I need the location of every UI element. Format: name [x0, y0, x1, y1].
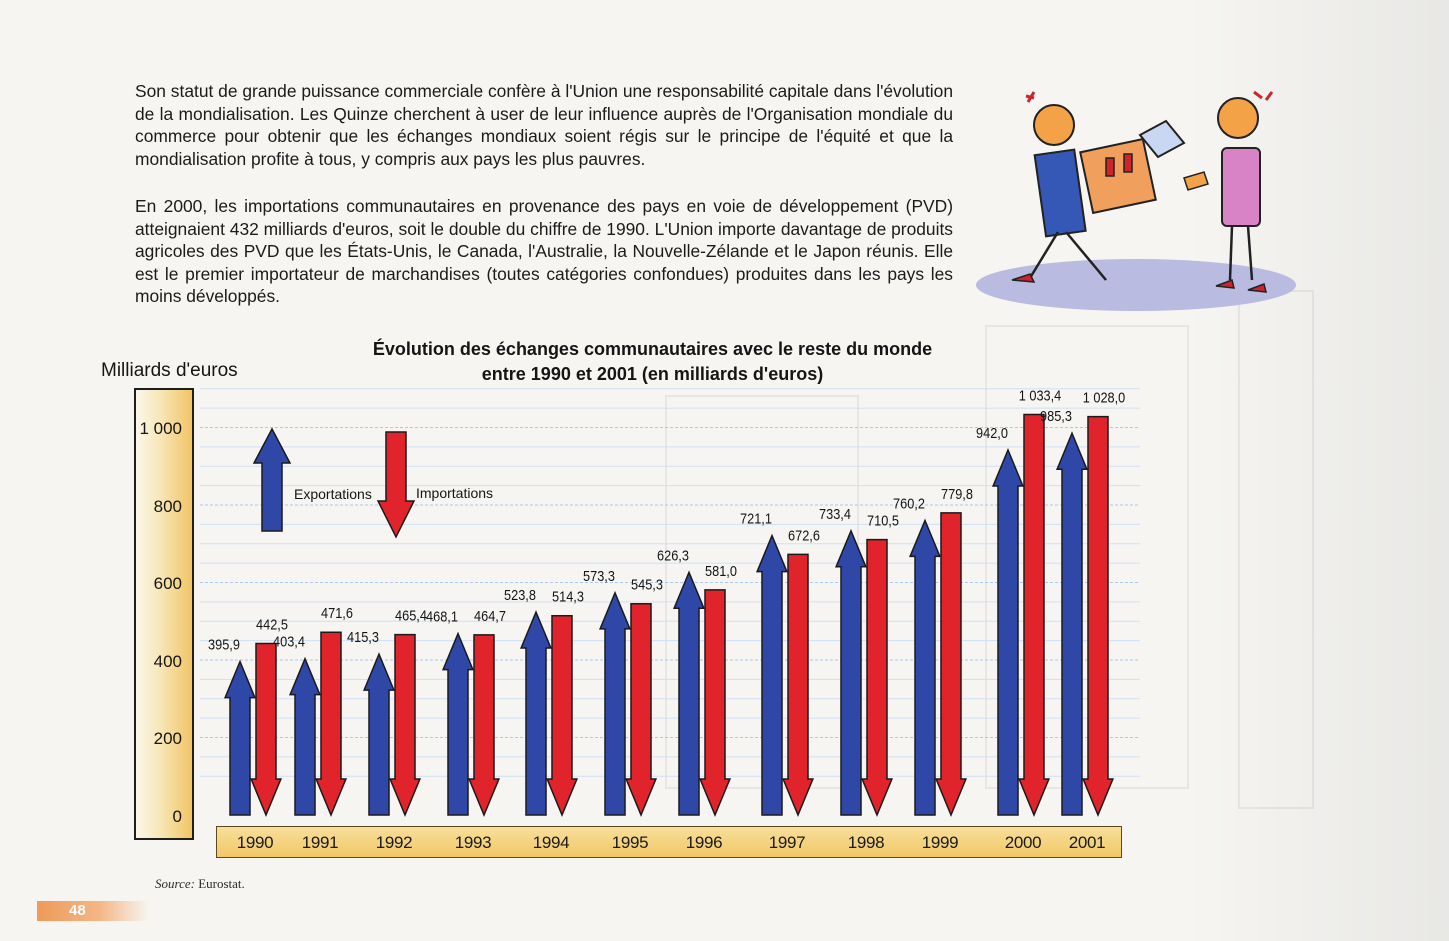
export-arrow [834, 528, 868, 816]
y-tick-label: 400 [153, 652, 182, 671]
import-value-label: 1 033,4 [1019, 387, 1062, 404]
page-number: 48 [69, 902, 86, 919]
export-value-label: 468,1 [426, 608, 458, 625]
import-arrow [545, 614, 579, 817]
export-arrow [441, 631, 475, 816]
legend-import-arrow [376, 431, 416, 539]
import-arrow [1081, 415, 1115, 817]
export-arrow [288, 656, 322, 816]
legend-export-arrow [252, 427, 292, 532]
export-value-label: 523,8 [504, 586, 536, 603]
export-arrow [1055, 431, 1089, 816]
import-value-label: 514,3 [552, 588, 584, 605]
y-tick-label: 0 [172, 807, 182, 826]
x-tick-label: 2000 [1004, 833, 1042, 852]
export-arrow [362, 652, 396, 816]
import-value-label: 1 028,0 [1083, 389, 1126, 406]
trade-illustration [976, 90, 1296, 311]
import-value-label: 464,7 [474, 607, 506, 624]
import-arrow [388, 633, 422, 817]
export-arrow [908, 518, 942, 816]
y-axis-label: Milliards d'euros [101, 360, 238, 381]
intro-paragraph: Son statut de grande puissance commercia… [135, 81, 953, 169]
chart-title-line-1: Évolution des échanges communautaires av… [372, 339, 933, 359]
import-value-label: 779,8 [941, 485, 973, 502]
x-tick-label: 1990 [236, 833, 274, 852]
export-arrow [598, 590, 632, 816]
x-tick-label: 1993 [454, 833, 492, 852]
export-value-label: 760,2 [893, 494, 925, 511]
x-tick-label: 1992 [375, 833, 413, 852]
import-arrow [781, 553, 815, 817]
source-prefix: Source: [155, 876, 195, 891]
export-arrow [755, 533, 789, 816]
export-value-label: 942,0 [976, 424, 1008, 441]
import-value-label: 581,0 [705, 562, 737, 579]
y-tick-label: 1 000 [139, 419, 182, 438]
x-tick-label: 1997 [768, 833, 806, 852]
x-tick-label: 1999 [921, 833, 959, 852]
import-arrow [1017, 413, 1051, 817]
x-tick-label: 1998 [847, 833, 885, 852]
export-value-label: 415,3 [347, 628, 379, 645]
chart-title: Évolution des échanges communautaires av… [340, 337, 965, 387]
import-arrow [249, 642, 283, 817]
x-tick-label: 1995 [611, 833, 649, 852]
y-tick-label: 800 [153, 497, 182, 516]
import-value-label: 465,4 [395, 607, 427, 624]
page-number-tab: 48 [37, 901, 149, 921]
x-axis-year-band: 1990 1991 1992 1993 1994 1995 1996 1997 … [216, 826, 1122, 858]
export-value-label: 985,3 [1040, 407, 1072, 424]
imports-paragraph: En 2000, les importations communautaires… [135, 196, 953, 307]
export-arrow [991, 448, 1025, 816]
y-axis-scale: 0 200 400 600 800 1 000 [134, 388, 194, 840]
export-value-label: 573,3 [583, 567, 615, 584]
import-value-label: 442,5 [256, 616, 288, 633]
chart-title-line-2: entre 1990 et 2001 (en milliards d'euros… [481, 364, 824, 384]
legend-export-label: Exportations [294, 486, 372, 502]
import-arrow [860, 538, 894, 817]
import-arrow [467, 634, 501, 817]
x-tick-label: 2001 [1068, 833, 1106, 852]
source-text: Eurostat. [198, 876, 245, 891]
x-tick-label: 1991 [301, 833, 339, 852]
export-value-label: 395,9 [208, 636, 240, 653]
export-value-label: 733,4 [819, 505, 851, 522]
source-note: Source: Eurostat. [155, 876, 245, 892]
y-tick-label: 200 [153, 729, 182, 748]
y-tick-label: 600 [153, 574, 182, 593]
import-arrow [314, 631, 348, 817]
export-arrow [519, 610, 553, 816]
export-value-label: 721,1 [740, 510, 772, 527]
export-value-label: 626,3 [657, 546, 689, 563]
export-arrow [672, 570, 706, 816]
export-value-label: 403,4 [273, 633, 305, 650]
import-value-label: 545,3 [631, 576, 663, 593]
export-arrow [223, 659, 257, 816]
legend-import-label: Importations [416, 485, 493, 501]
import-arrow [624, 602, 658, 817]
x-tick-label: 1994 [532, 833, 570, 852]
import-value-label: 672,6 [788, 526, 820, 543]
import-arrow [698, 589, 732, 817]
import-value-label: 471,6 [321, 604, 353, 621]
import-arrow [934, 512, 968, 817]
import-value-label: 710,5 [867, 512, 899, 529]
x-tick-label: 1996 [685, 833, 723, 852]
